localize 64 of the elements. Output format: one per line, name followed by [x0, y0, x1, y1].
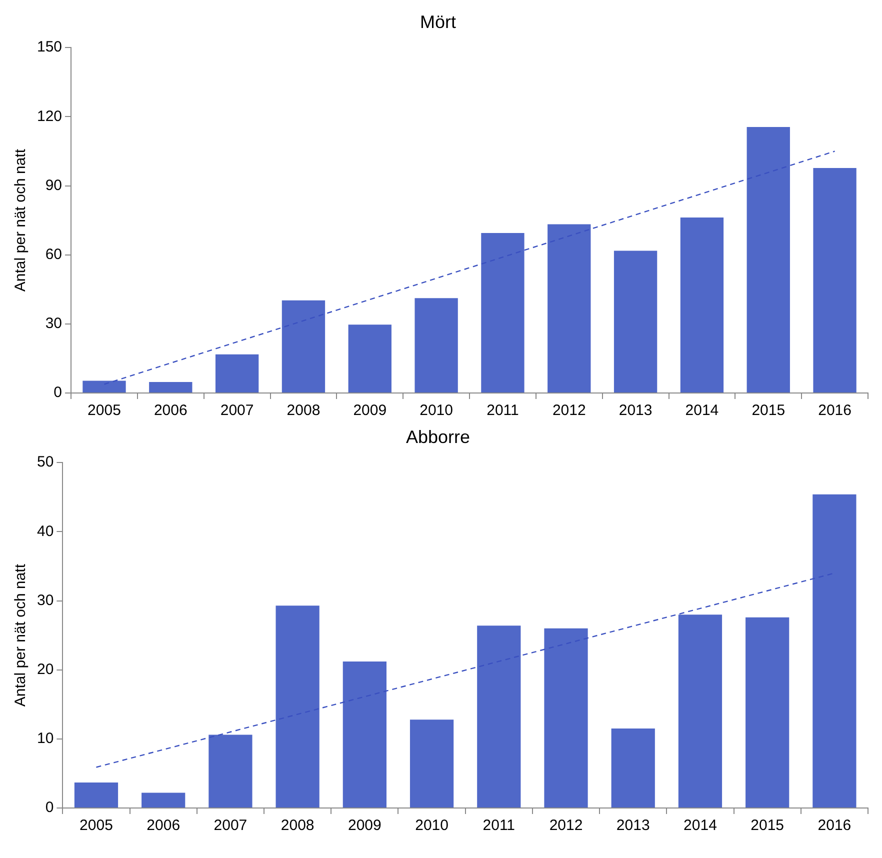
bar — [678, 614, 722, 808]
y-tick-label: 10 — [36, 730, 54, 748]
y-axis-title: Antal per nät och natt — [12, 563, 30, 707]
bar — [481, 232, 524, 392]
x-tick-label: 2014 — [685, 402, 719, 420]
y-tick-label: 90 — [45, 176, 62, 194]
bar — [74, 782, 118, 808]
bar — [414, 298, 458, 392]
x-tick-label: 2007 — [220, 402, 254, 420]
x-tick-label: 2012 — [549, 817, 583, 834]
x-tick-label: 2016 — [818, 817, 852, 834]
x-tick-label: 2009 — [353, 402, 387, 420]
x-tick-label: 2016 — [818, 402, 852, 420]
bar — [746, 127, 790, 392]
x-tick-label: 2013 — [618, 402, 652, 420]
bar — [813, 168, 856, 392]
x-tick-label: 2010 — [420, 402, 453, 420]
bar — [680, 218, 724, 392]
x-tick-label: 2010 — [415, 817, 448, 834]
y-tick-label: 120 — [36, 108, 62, 125]
x-tick-label: 2008 — [280, 817, 314, 834]
x-tick-label: 2015 — [752, 402, 786, 420]
y-tick-label: 30 — [36, 592, 54, 609]
x-tick-label: 2011 — [482, 817, 516, 834]
bar — [614, 250, 658, 392]
bar — [544, 628, 588, 808]
chart-title: Mört — [420, 12, 456, 32]
chart-title: Abborre — [406, 426, 470, 447]
y-tick-label: 30 — [45, 315, 62, 332]
y-tick-label: 40 — [36, 522, 54, 540]
bar — [812, 494, 856, 808]
x-tick-label: 2005 — [88, 402, 121, 420]
y-tick-label: 0 — [45, 799, 54, 816]
bar — [215, 354, 259, 392]
x-tick-label: 2013 — [616, 817, 650, 834]
y-tick-label: 50 — [36, 454, 54, 471]
x-tick-label: 2015 — [750, 817, 784, 834]
bar — [149, 382, 192, 392]
bar — [477, 626, 521, 808]
y-tick-label: 20 — [36, 660, 54, 678]
x-tick-label: 2012 — [552, 402, 586, 420]
bar — [276, 606, 320, 808]
x-tick-label: 2005 — [80, 817, 113, 834]
bar — [82, 380, 126, 392]
x-tick-label: 2006 — [154, 402, 188, 420]
x-tick-label: 2009 — [348, 817, 382, 834]
bar — [611, 728, 655, 808]
bar — [548, 224, 591, 392]
bar — [342, 662, 386, 808]
bar — [746, 617, 790, 808]
x-tick-label: 2011 — [486, 402, 519, 420]
bar — [410, 720, 454, 808]
bar — [208, 734, 252, 808]
x-tick-label: 2014 — [684, 817, 717, 834]
bar — [142, 792, 186, 808]
x-tick-label: 2007 — [214, 817, 248, 834]
x-tick-label: 2006 — [146, 817, 180, 834]
bar — [282, 300, 326, 392]
y-tick-label: 150 — [36, 38, 62, 56]
y-tick-label: 60 — [45, 246, 62, 263]
y-tick-label: 0 — [54, 384, 62, 402]
y-axis-title: Antal per nät och natt — [12, 148, 30, 292]
bar — [348, 324, 392, 392]
x-tick-label: 2008 — [286, 402, 320, 420]
